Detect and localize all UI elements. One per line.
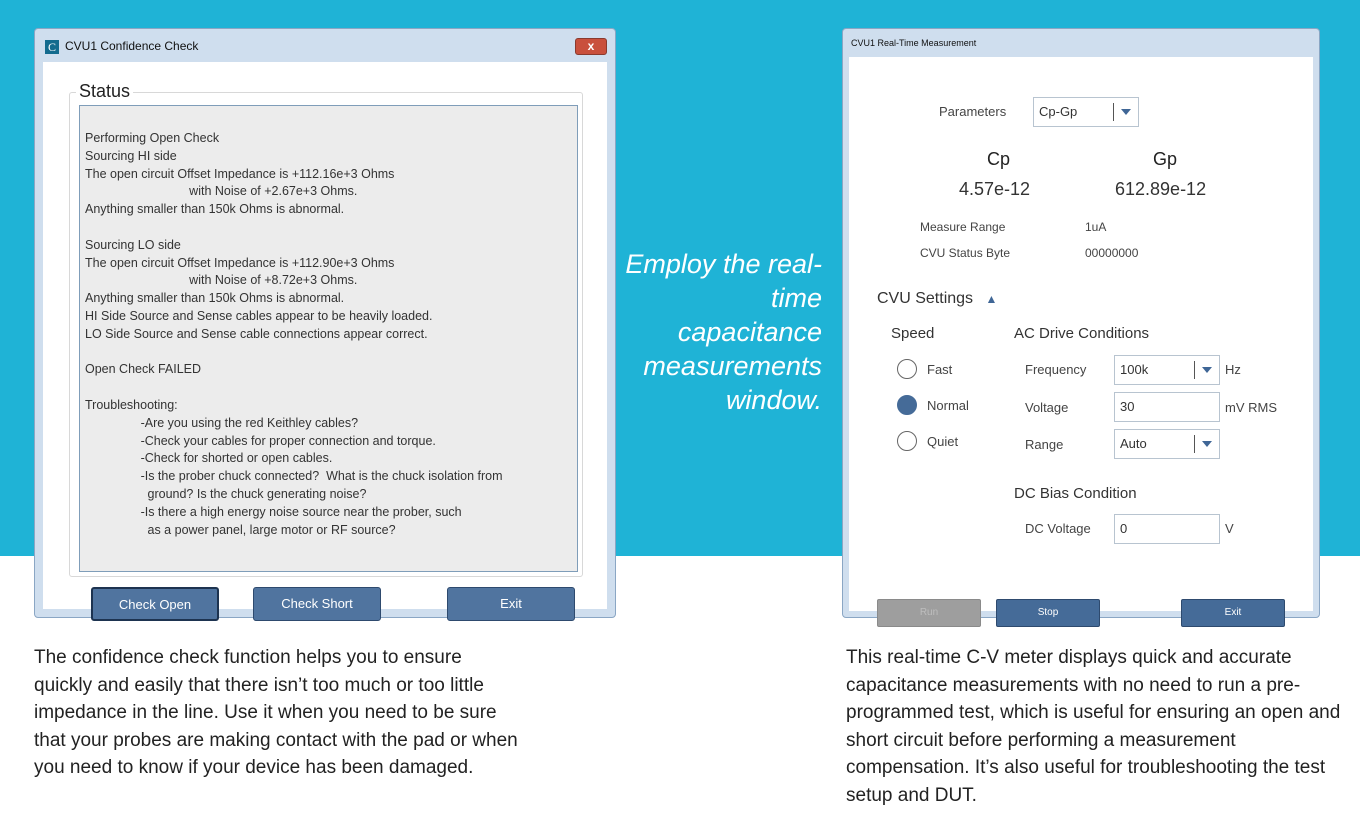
speed-normal-label: Normal (927, 398, 969, 413)
frequency-value: 100k (1120, 362, 1149, 377)
status-line: Anything smaller than 150k Ohms is abnor… (85, 202, 345, 217)
status-line (85, 344, 577, 362)
speed-normal-radio[interactable] (897, 395, 917, 415)
window-title-text: CVU1 Confidence Check (65, 39, 199, 53)
range-label: Range (1025, 437, 1064, 452)
gp-value: 612.89e-12 (1115, 179, 1207, 199)
left-caption: The confidence check function helps you … (34, 647, 518, 778)
cp-label: Cp (987, 149, 1011, 169)
status-line: The open circuit Offset Impedance is +11… (85, 255, 395, 270)
status-line: Sourcing LO side (85, 237, 181, 252)
speed-quiet-label: Quiet (927, 434, 959, 449)
gp-label: Gp (1153, 149, 1178, 169)
window-title: CVU1 Real-Time Measurement (851, 38, 977, 48)
status-line (85, 219, 577, 237)
voltage-unit: mV RMS (1225, 400, 1277, 415)
confidence-check-window: C CVU1 Confidence Check x Status Performi… (34, 28, 616, 621)
check-open-button[interactable]: Check Open (91, 587, 219, 621)
dc-voltage-unit: V (1225, 521, 1234, 536)
status-line: Anything smaller than 150k Ohms is abnor… (85, 291, 345, 306)
parameters-label: Parameters (939, 104, 1007, 119)
exit-button[interactable]: Exit (1181, 599, 1285, 627)
ac-drive-heading: AC Drive Conditions (1014, 325, 1150, 342)
cvu-settings-toggle[interactable]: CVU Settings ▲ (877, 290, 997, 308)
chevron-down-icon (1202, 367, 1212, 373)
window-client: Status Performing Open Check Sourcing HI … (43, 62, 607, 621)
chevron-down-icon (1121, 109, 1131, 115)
status-line: Sourcing HI side (85, 148, 177, 163)
range-dropdown[interactable]: Auto (1114, 429, 1220, 459)
cvu-settings-label: CVU Settings (877, 290, 974, 307)
parameters-dropdown[interactable]: Cp-Gp (1033, 97, 1139, 127)
stop-button[interactable]: Stop (996, 599, 1100, 627)
app-logo-icon: C (45, 39, 59, 54)
speed-fast-label: Fast (927, 362, 953, 377)
status-line: ground? Is the chuck generating noise? (85, 486, 367, 501)
voltage-input[interactable]: 30 (1114, 392, 1220, 422)
status-line: with Noise of +2.67e+3 Ohms. (85, 184, 358, 199)
status-line (85, 379, 577, 397)
status-text-area[interactable]: Performing Open Check Sourcing HI side The… (79, 105, 578, 572)
voltage-label: Voltage (1025, 400, 1069, 415)
status-byte-value: 00000000 (1085, 246, 1139, 260)
speed-fast-radio[interactable] (897, 359, 917, 379)
status-line: Troubleshooting: (85, 397, 178, 412)
range-value: Auto (1120, 436, 1147, 451)
callout-text: Employ the real-time capacitance measure… (625, 249, 822, 415)
status-line: -Are you using the red Keithley cables? (85, 415, 359, 430)
cp-value: 4.57e-12 (959, 179, 1031, 199)
frequency-label: Frequency (1025, 362, 1087, 377)
dc-bias-heading: DC Bias Condition (1014, 485, 1137, 502)
window-title: C CVU1 Confidence Check (45, 39, 198, 54)
parameters-value: Cp-Gp (1039, 104, 1078, 119)
check-short-button[interactable]: Check Short (253, 587, 381, 621)
right-caption: This real-time C-V meter displays quick … (846, 647, 1341, 806)
status-line: with Noise of +8.72e+3 Ohms. (85, 273, 358, 288)
status-line: -Check your cables for proper connection… (85, 433, 436, 448)
status-byte-label: CVU Status Byte (920, 246, 1011, 260)
speed-label: Speed (891, 325, 935, 342)
chevron-up-icon: ▲ (985, 292, 998, 306)
exit-button[interactable]: Exit (447, 587, 575, 621)
realtime-measurement-window: CVU1 Real-Time Measurement Parameters Cp… (842, 28, 1320, 627)
close-button[interactable]: x (575, 38, 607, 55)
speed-quiet-radio[interactable] (897, 431, 917, 451)
dc-voltage-input[interactable]: 0 (1114, 514, 1220, 544)
window-client: Parameters Cp-Gp Cp Gp 4.57e-12 612.89e-… (849, 57, 1313, 627)
measure-range-label: Measure Range (920, 220, 1006, 234)
dc-voltage-label: DC Voltage (1025, 521, 1091, 536)
status-line: -Is there a high energy noise source nea… (85, 504, 462, 519)
status-line: Open Check FAILED (85, 362, 202, 377)
status-line: The open circuit Offset Impedance is +11… (85, 166, 395, 181)
status-line: as a power panel, large motor or RF sour… (85, 522, 396, 537)
status-line: LO Side Source and Sense cable connectio… (85, 326, 428, 341)
chevron-down-icon (1202, 441, 1212, 447)
status-line: Performing Open Check (85, 131, 220, 145)
measure-range-value: 1uA (1085, 220, 1107, 234)
frequency-dropdown[interactable]: 100k (1114, 355, 1220, 385)
status-label: Status (76, 81, 134, 102)
run-button[interactable]: Run (877, 599, 981, 627)
status-group: Status Performing Open Check Sourcing HI … (69, 81, 583, 577)
status-line: -Check for shorted or open cables. (85, 451, 333, 466)
status-line: HI Side Source and Sense cables appear t… (85, 308, 433, 323)
frequency-unit: Hz (1225, 362, 1241, 377)
status-line: -Is the prober chuck connected? What is … (85, 469, 503, 484)
